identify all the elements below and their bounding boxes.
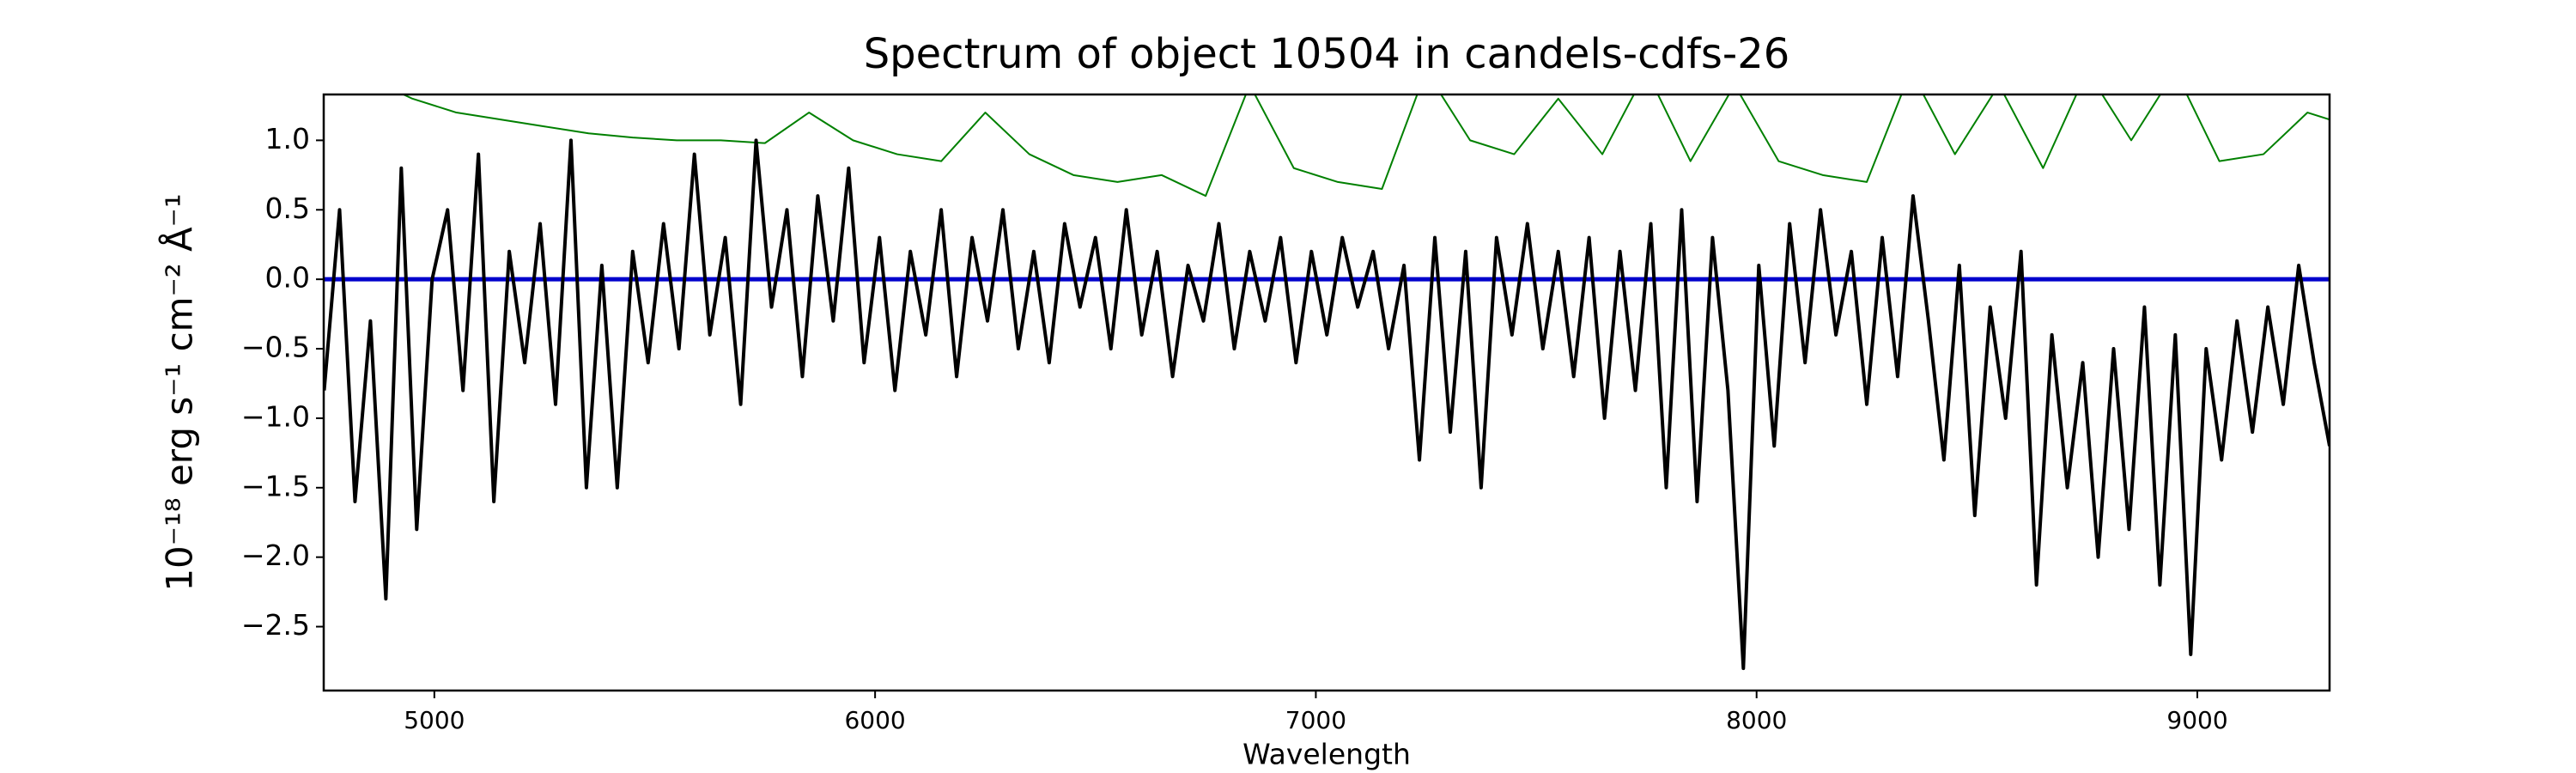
y-tick-label: −2.0: [241, 539, 310, 572]
y-tick-label: −2.5: [241, 608, 310, 642]
y-tick-label: 0.0: [265, 261, 310, 295]
plot-frame: [322, 93, 2331, 692]
y-tick-label: 0.5: [265, 192, 310, 225]
x-tick-label: 6000: [844, 706, 905, 734]
x-tick-label: 7000: [1285, 706, 1346, 734]
y-axis-label: 10⁻¹⁸ erg s⁻¹ cm⁻² Å⁻¹: [158, 193, 201, 591]
y-tick-label: −0.5: [241, 331, 310, 364]
y-tick-label: −1.0: [241, 399, 310, 433]
spectrum-line: [401, 94, 2330, 198]
y-tick-label: 1.0: [265, 122, 310, 155]
y-tick-label: −1.5: [241, 469, 310, 502]
chart-title: Spectrum of object 10504 in candels-cdfs…: [864, 30, 1790, 78]
x-tick-label: 9000: [2166, 706, 2227, 734]
x-tick-label: 8000: [1726, 706, 1787, 734]
x-axis-label: Wavelength: [1242, 738, 1411, 771]
plot-area: [324, 94, 2330, 671]
x-tick-label: 5000: [404, 706, 465, 734]
spectrum-line: [324, 138, 2330, 671]
